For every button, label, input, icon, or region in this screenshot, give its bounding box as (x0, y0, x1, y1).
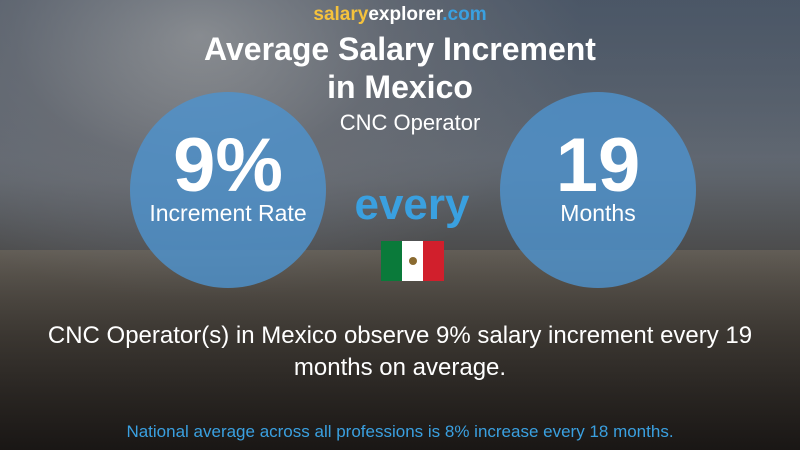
title: Average Salary Increment in Mexico (0, 30, 800, 106)
title-line: in Mexico (327, 69, 473, 105)
months-label: Months (560, 200, 636, 226)
flag-emblem (408, 257, 417, 265)
months-circle: 19 Months (500, 92, 696, 288)
months-value: 19 (555, 123, 641, 208)
brand-part: salary (313, 4, 369, 25)
flag-stripe (402, 241, 423, 281)
rate-label: Increment Rate (149, 200, 307, 226)
subtitle: CNC Operator (339, 110, 481, 135)
brand: salaryexplorer.com (0, 4, 800, 26)
rate-value: 9% (173, 123, 283, 208)
mexico-flag (381, 241, 444, 281)
flag-stripe (423, 241, 444, 281)
brand-part: explorer (368, 4, 443, 25)
every-word: every (354, 180, 470, 229)
title-line: Average Salary Increment (204, 31, 596, 67)
brand-part: .com (442, 4, 487, 25)
rate-circle: 9% Increment Rate (130, 92, 326, 288)
footnote: National average across all professions … (126, 422, 674, 441)
flag-stripe (381, 241, 402, 281)
description: CNC Operator(s) in Mexico observe 9% sal… (47, 322, 753, 381)
background-ground (0, 250, 800, 450)
